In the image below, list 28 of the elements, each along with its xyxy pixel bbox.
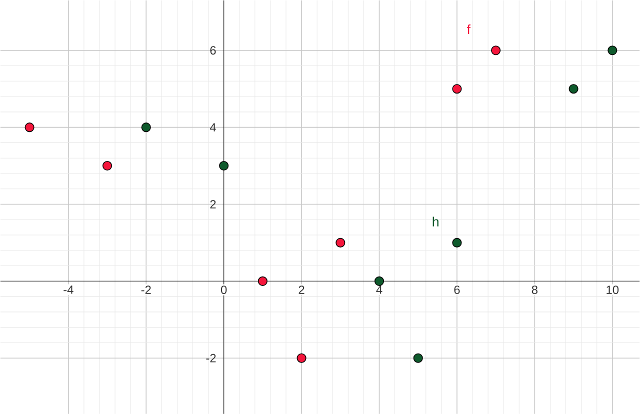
point [102, 160, 112, 170]
series-label: h [432, 216, 438, 226]
point [374, 276, 384, 286]
series-label: f [466, 24, 470, 34]
x-tick-label: 0 [220, 285, 227, 294]
x-tick-label: -2 [141, 285, 151, 294]
point [491, 45, 501, 56]
point [141, 122, 151, 132]
y-tick-label: 4 [210, 123, 216, 132]
point [608, 45, 618, 56]
point [219, 160, 229, 170]
y-tick-label: -2 [206, 354, 216, 362]
point [258, 276, 268, 286]
point [413, 353, 423, 363]
y-tick-label: 6 [210, 46, 216, 54]
y-tick-label: 2 [210, 200, 216, 208]
point [452, 84, 462, 94]
x-tick-label: 10 [606, 285, 619, 294]
x-tick-label: 6 [454, 285, 460, 294]
x-tick-label: 4 [376, 285, 382, 294]
point [24, 122, 34, 132]
point [452, 238, 462, 248]
point [568, 84, 578, 94]
x-tick-label: 2 [298, 285, 304, 294]
x-tick-label: 8 [532, 285, 538, 294]
point [296, 353, 306, 363]
x-tick-label: -4 [64, 285, 74, 294]
point [336, 238, 346, 248]
